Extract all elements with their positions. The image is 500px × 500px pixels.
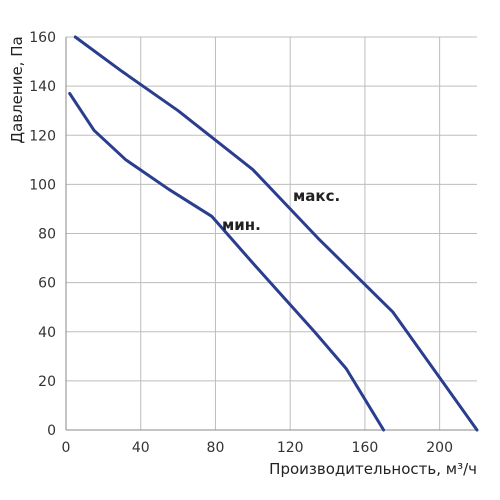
y-tick-label: 0 (47, 423, 56, 439)
series-label-max: макс. (293, 187, 340, 205)
y-tick-labels: 0 20 40 60 80 100 120 140 160 (29, 30, 56, 439)
series-line-max (73, 35, 479, 432)
x-tick-label: 200 (426, 440, 453, 456)
y-tick-label: 60 (38, 276, 56, 292)
y-tick-label: 40 (38, 325, 56, 341)
y-tick-label: 120 (29, 128, 56, 144)
y-tick-label: 80 (38, 227, 56, 243)
y-axis-title: Давление, Па (8, 36, 26, 143)
x-tick-labels: 0 40 80 120 160 200 (62, 440, 453, 456)
x-tick-label: 0 (62, 440, 71, 456)
axes (65, 37, 477, 431)
y-tick-label: 20 (38, 374, 56, 390)
y-tick-label: 100 (29, 177, 56, 193)
x-tick-label: 40 (132, 440, 150, 456)
series-line-min (68, 92, 386, 432)
x-axis-title: Производительность, м³/ч (269, 460, 477, 478)
x-tick-label: 160 (352, 440, 379, 456)
y-tick-label: 160 (29, 30, 56, 46)
x-tick-label: 120 (277, 440, 304, 456)
series-label-min: мин. (222, 216, 261, 234)
x-tick-label: 80 (207, 440, 225, 456)
grid (66, 36, 477, 430)
y-tick-label: 140 (29, 79, 56, 95)
series-lines (68, 35, 479, 432)
